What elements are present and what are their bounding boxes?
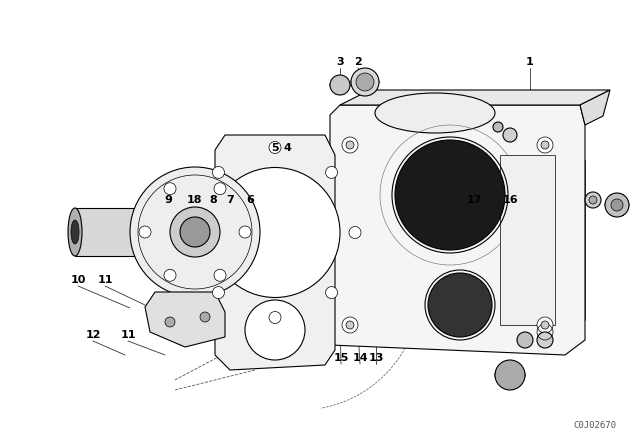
Circle shape bbox=[214, 183, 226, 195]
Text: 7: 7 bbox=[226, 195, 234, 205]
Polygon shape bbox=[330, 105, 585, 355]
Text: 15: 15 bbox=[333, 353, 349, 363]
Circle shape bbox=[493, 122, 503, 132]
Circle shape bbox=[214, 269, 226, 281]
Circle shape bbox=[200, 312, 210, 322]
Circle shape bbox=[342, 137, 358, 153]
Text: 3: 3 bbox=[336, 57, 344, 67]
Circle shape bbox=[428, 273, 492, 337]
Circle shape bbox=[517, 332, 533, 348]
Circle shape bbox=[210, 168, 340, 297]
Text: 6: 6 bbox=[246, 195, 254, 205]
Circle shape bbox=[503, 128, 517, 142]
Polygon shape bbox=[580, 90, 610, 125]
Circle shape bbox=[349, 227, 361, 238]
Circle shape bbox=[541, 141, 549, 149]
Circle shape bbox=[395, 140, 505, 250]
Circle shape bbox=[165, 317, 175, 327]
Circle shape bbox=[342, 317, 358, 333]
Ellipse shape bbox=[351, 77, 379, 87]
Text: 10: 10 bbox=[70, 275, 86, 285]
Circle shape bbox=[351, 68, 379, 96]
Circle shape bbox=[164, 269, 176, 281]
Polygon shape bbox=[215, 135, 335, 370]
Ellipse shape bbox=[71, 220, 79, 244]
Polygon shape bbox=[500, 155, 555, 325]
Circle shape bbox=[326, 287, 337, 299]
Ellipse shape bbox=[330, 81, 350, 89]
Circle shape bbox=[585, 192, 601, 208]
Polygon shape bbox=[145, 292, 225, 347]
Circle shape bbox=[541, 321, 549, 329]
Polygon shape bbox=[75, 208, 175, 256]
Circle shape bbox=[170, 207, 220, 257]
Circle shape bbox=[189, 227, 201, 238]
Circle shape bbox=[537, 137, 553, 153]
Text: 1: 1 bbox=[526, 57, 534, 67]
Ellipse shape bbox=[375, 93, 495, 133]
Text: 8: 8 bbox=[209, 195, 217, 205]
Circle shape bbox=[239, 226, 251, 238]
Text: 2: 2 bbox=[354, 57, 362, 67]
Circle shape bbox=[495, 360, 525, 390]
Text: 11: 11 bbox=[120, 330, 136, 340]
Text: 13: 13 bbox=[368, 353, 384, 363]
Circle shape bbox=[130, 167, 260, 297]
Circle shape bbox=[346, 321, 354, 329]
Circle shape bbox=[605, 193, 629, 217]
Circle shape bbox=[537, 317, 553, 333]
Circle shape bbox=[269, 142, 281, 154]
Circle shape bbox=[346, 141, 354, 149]
Circle shape bbox=[611, 199, 623, 211]
Text: 16: 16 bbox=[503, 195, 519, 205]
Circle shape bbox=[164, 183, 176, 195]
Circle shape bbox=[180, 217, 210, 247]
Text: 17: 17 bbox=[467, 195, 482, 205]
Text: 12: 12 bbox=[85, 330, 100, 340]
Circle shape bbox=[589, 196, 597, 204]
Text: 9: 9 bbox=[164, 195, 172, 205]
Circle shape bbox=[326, 166, 337, 178]
Text: C0J02670: C0J02670 bbox=[573, 421, 616, 430]
Ellipse shape bbox=[68, 208, 82, 256]
Text: 4: 4 bbox=[283, 143, 291, 153]
Polygon shape bbox=[340, 90, 610, 105]
Text: 11: 11 bbox=[97, 275, 113, 285]
Text: 14: 14 bbox=[352, 353, 368, 363]
Circle shape bbox=[139, 226, 151, 238]
Circle shape bbox=[212, 166, 225, 178]
Circle shape bbox=[245, 300, 305, 360]
Text: 5: 5 bbox=[271, 143, 279, 153]
Circle shape bbox=[212, 287, 225, 299]
Circle shape bbox=[330, 75, 350, 95]
Circle shape bbox=[269, 311, 281, 323]
Ellipse shape bbox=[495, 366, 525, 384]
Circle shape bbox=[356, 73, 374, 91]
Text: 18: 18 bbox=[186, 195, 202, 205]
Circle shape bbox=[537, 332, 553, 348]
